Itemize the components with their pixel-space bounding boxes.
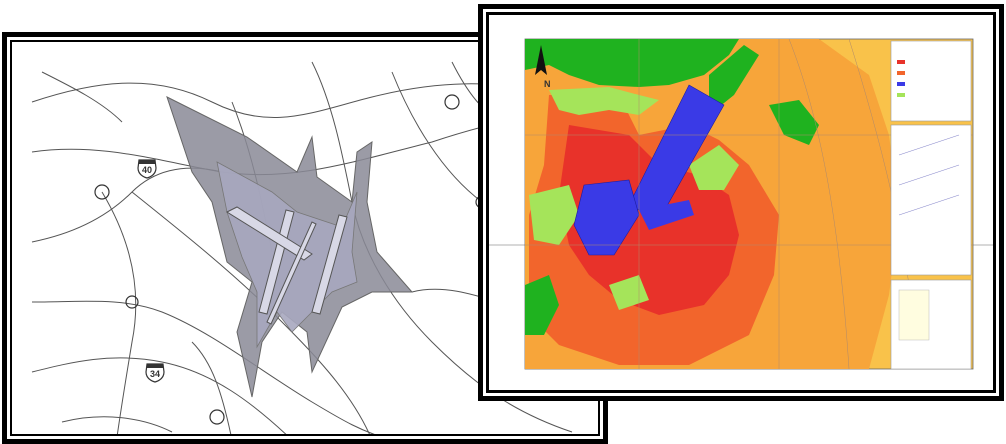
runways <box>225 206 348 325</box>
interstate-shield-34: 34 <box>145 363 165 383</box>
blue-runway-3 <box>639 200 694 230</box>
right-map-panel: N <box>486 12 996 393</box>
green-contour-2 <box>709 45 759 115</box>
green-contour-3 <box>769 100 819 145</box>
right-map-frame: N <box>478 4 1004 401</box>
right-legend-panel <box>890 40 972 370</box>
light-green-contour-3 <box>529 185 579 245</box>
blue-runway-2 <box>573 179 640 256</box>
green-contour <box>525 39 739 87</box>
north-arrow-icon: N <box>535 45 551 89</box>
green-contour-4 <box>525 275 559 335</box>
north-label: N <box>544 79 551 89</box>
shield-label-bottom: 34 <box>150 369 160 379</box>
airport-noise-contour-map: 40 34 <box>31 61 598 434</box>
colored-contour-map: N <box>489 15 993 390</box>
light-green-contour-2 <box>689 145 739 190</box>
shield-label-top: 40 <box>142 165 152 175</box>
light-green-contour <box>549 87 659 115</box>
interstate-shield-40: 40 <box>137 159 157 179</box>
